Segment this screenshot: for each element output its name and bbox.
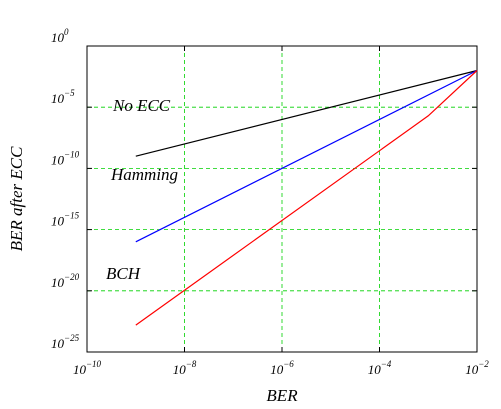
- grid: [87, 46, 477, 352]
- y-tick-label: 10−10: [51, 149, 80, 167]
- y-tick-label: 10−25: [51, 333, 80, 351]
- series-lines: [135, 69, 478, 326]
- series-line-no-ecc: [135, 69, 478, 157]
- y-tick-label: 10−5: [51, 88, 75, 106]
- x-tick-labels: 10−10 10−8 10−6 10−4 10−2: [73, 359, 489, 377]
- y-tick-label: 10−15: [51, 211, 80, 229]
- annotation-no-ecc: No ECC: [112, 96, 171, 115]
- x-tick-label: 10−8: [173, 359, 197, 377]
- x-tick-label: 10−6: [270, 359, 294, 377]
- x-tick-label: 10−10: [73, 359, 102, 377]
- annotation-hamming: Hamming: [110, 165, 178, 184]
- x-tick-label: 10−2: [465, 359, 489, 377]
- x-axis-label: BER: [266, 386, 298, 405]
- tick-marks: [86, 45, 478, 353]
- x-tick-label: 10−4: [368, 359, 392, 377]
- series-line-hamming: [135, 69, 478, 243]
- series-line-bch: [135, 70, 478, 326]
- y-tick-label: 10−20: [51, 272, 80, 290]
- annotation-bch: BCH: [106, 264, 142, 283]
- y-tick-labels: 100 10−5 10−10 10−15 10−20 10−25: [51, 27, 80, 351]
- y-axis-label: BER after ECC: [7, 146, 26, 251]
- series-annotations: No ECC Hamming BCH: [106, 96, 178, 283]
- y-tick-label: 100: [51, 27, 69, 45]
